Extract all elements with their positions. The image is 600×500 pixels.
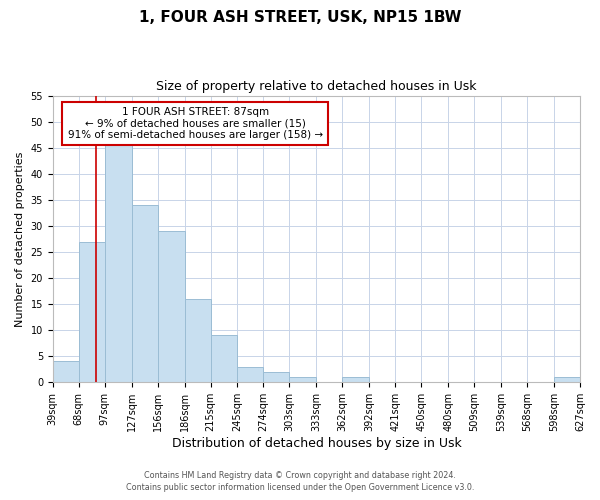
Text: Contains HM Land Registry data © Crown copyright and database right 2024.
Contai: Contains HM Land Registry data © Crown c… [126,471,474,492]
Text: 1, FOUR ASH STREET, USK, NP15 1BW: 1, FOUR ASH STREET, USK, NP15 1BW [139,10,461,25]
Bar [79,242,105,382]
Bar [343,377,369,382]
Text: 1 FOUR ASH STREET: 87sqm
← 9% of detached houses are smaller (15)
91% of semi-de: 1 FOUR ASH STREET: 87sqm ← 9% of detache… [68,107,323,140]
Bar [263,372,289,382]
Bar [554,377,580,382]
Bar [53,362,79,382]
Bar [158,231,185,382]
X-axis label: Distribution of detached houses by size in Usk: Distribution of detached houses by size … [172,437,461,450]
Bar [105,142,131,382]
Bar [131,205,158,382]
Bar [289,377,316,382]
Bar [185,299,211,382]
Title: Size of property relative to detached houses in Usk: Size of property relative to detached ho… [156,80,476,93]
Bar [211,336,238,382]
Y-axis label: Number of detached properties: Number of detached properties [15,152,25,326]
Bar [238,366,263,382]
